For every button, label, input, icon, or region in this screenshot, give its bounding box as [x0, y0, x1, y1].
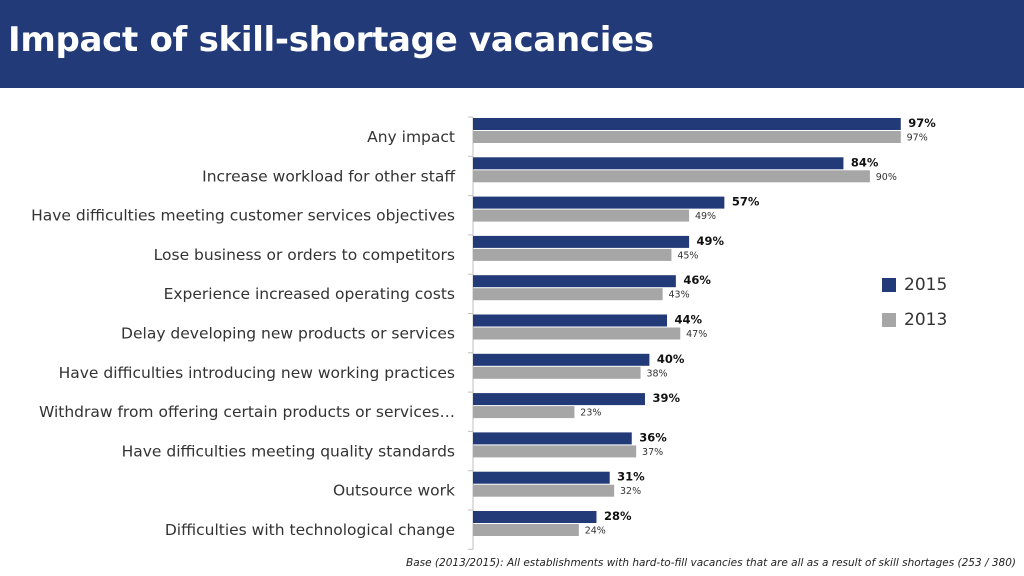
category-label: Increase workload for other staff — [202, 167, 455, 185]
bar-2015 — [473, 511, 597, 523]
data-label-2013: 90% — [876, 172, 897, 183]
data-label-2015: 84% — [851, 155, 879, 169]
data-label-2013: 24% — [585, 526, 606, 537]
legend-swatch-2013 — [882, 313, 896, 327]
bar-2013 — [473, 248, 672, 261]
data-label-2013: 38% — [646, 368, 667, 379]
bar-2015 — [473, 157, 844, 170]
data-label-2013: 43% — [669, 290, 690, 301]
bar-2015 — [473, 314, 668, 327]
category-label: Withdraw from offering certain products … — [39, 403, 455, 421]
category-label: Have difficulties meeting quality standa… — [122, 442, 455, 460]
bar-2013 — [473, 209, 690, 222]
bar-2013 — [473, 170, 870, 183]
bar-2015 — [473, 353, 650, 366]
data-label-2015: 39% — [652, 391, 680, 405]
bar-2015 — [473, 471, 610, 484]
bar-2013 — [473, 445, 637, 458]
category-label: Difficulties with technological change — [165, 521, 455, 539]
bar-2013 — [473, 327, 681, 340]
bar-2015 — [473, 275, 676, 288]
category-label: Any impact — [367, 128, 455, 146]
data-label-2013: 49% — [695, 211, 716, 222]
category-label: Outsource work — [333, 482, 455, 500]
legend-item-2013: 2013 — [882, 309, 947, 331]
legend-label-2015: 2015 — [904, 275, 948, 295]
category-label: Delay developing new products or service… — [121, 325, 455, 343]
header-bar: Impact of skill-shortage vacancies — [0, 0, 1024, 88]
bar-2013 — [473, 288, 663, 301]
category-label: Experience increased operating costs — [164, 285, 455, 303]
bar-2015 — [473, 196, 725, 209]
data-label-2015: 49% — [697, 234, 725, 248]
bar-2015 — [473, 432, 632, 445]
data-label-2015: 97% — [908, 116, 936, 130]
legend-item-2015: 2015 — [882, 274, 947, 296]
data-label-2015: 31% — [617, 470, 645, 484]
data-label-2015: 57% — [732, 195, 760, 209]
data-label-2013: 23% — [580, 408, 601, 419]
legend-swatch-2015 — [882, 278, 896, 292]
category-label: Have difficulties introducing new workin… — [59, 364, 455, 382]
data-label-2015: 44% — [675, 313, 703, 327]
category-label: Lose business or orders to competitors — [154, 246, 455, 264]
data-label-2013: 47% — [686, 329, 707, 340]
data-label-2013: 97% — [907, 133, 928, 144]
bar-2013 — [473, 406, 575, 419]
category-label: Have difficulties meeting customer servi… — [31, 207, 455, 225]
data-label-2015: 40% — [657, 352, 685, 366]
footnote: Base (2013/2015): All establishments wit… — [406, 557, 1016, 569]
data-label-2013: 32% — [620, 486, 641, 497]
data-label-2015: 46% — [683, 273, 711, 287]
bar-2013 — [473, 524, 579, 536]
page-title: Impact of skill-shortage vacancies — [8, 20, 654, 60]
legend: 2015 2013 — [882, 274, 947, 344]
bar-2013 — [473, 484, 615, 497]
bar-2015 — [473, 393, 645, 406]
bar-2013 — [473, 131, 901, 143]
legend-label-2013: 2013 — [904, 310, 948, 330]
bar-2015 — [473, 118, 901, 130]
bar-2013 — [473, 366, 641, 379]
data-label-2013: 37% — [642, 447, 663, 458]
data-label-2015: 36% — [639, 430, 667, 444]
data-label-2013: 45% — [677, 250, 698, 261]
data-label-2015: 28% — [604, 509, 632, 523]
bar-2015 — [473, 235, 690, 248]
